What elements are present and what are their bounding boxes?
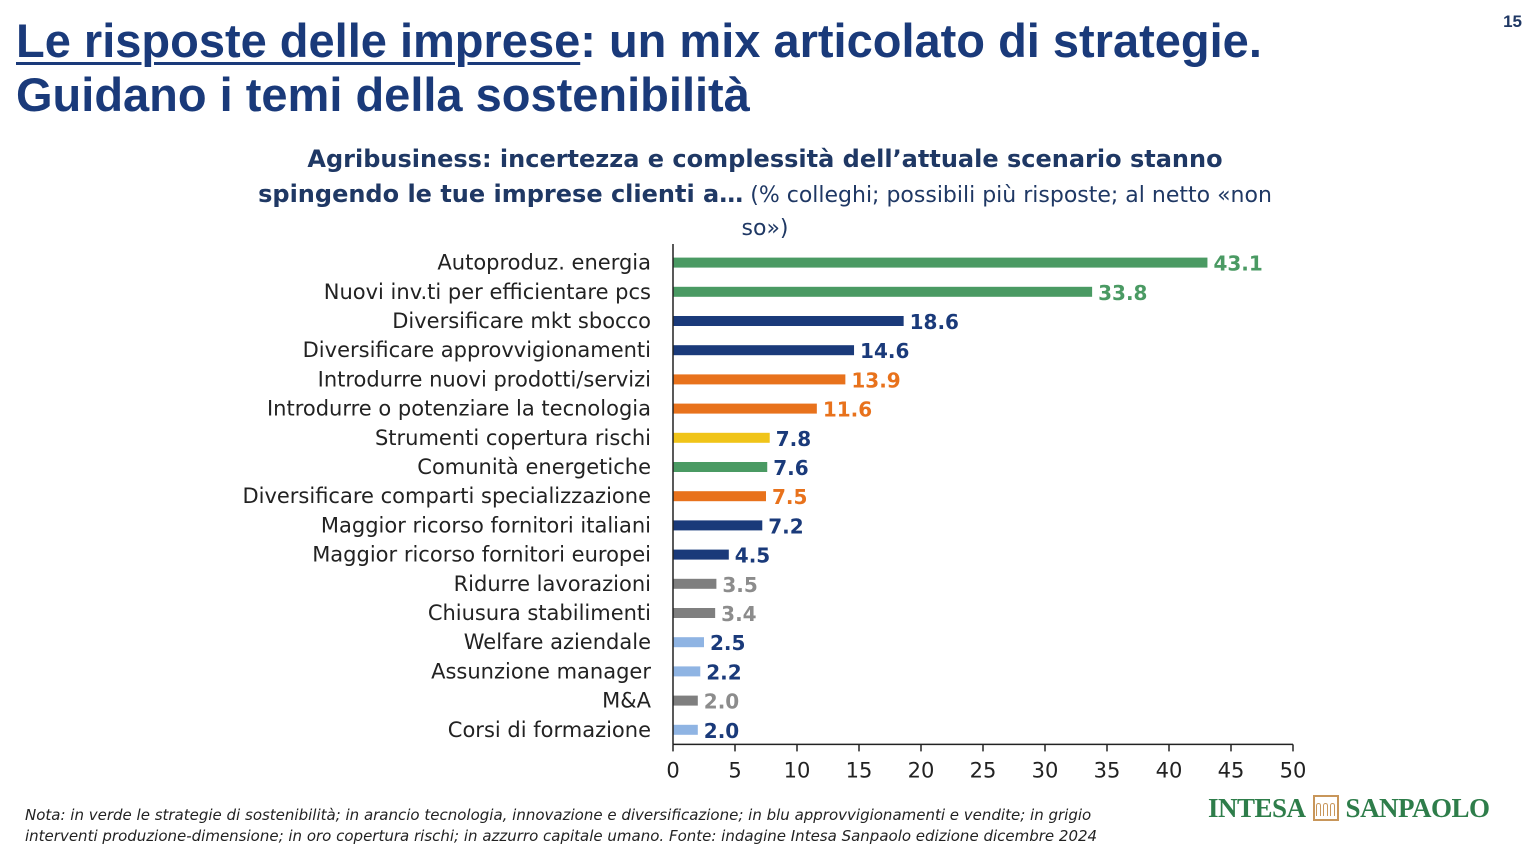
category-label: Maggior ricorso fornitori italiani <box>321 513 651 537</box>
title-line-2: Guidano i temi della sostenibilità <box>16 68 750 121</box>
bar <box>673 520 763 531</box>
logo-mark-icon <box>1312 795 1339 821</box>
data-label: 13.9 <box>851 368 900 392</box>
x-tick-label: 45 <box>1218 758 1245 782</box>
chart-heading-line-2: spingendo le tue imprese clienti a… <box>258 180 744 208</box>
category-label: Ridurre lavorazioni <box>454 572 651 596</box>
x-tick-label: 0 <box>666 758 679 782</box>
chart-heading-line-1: Agribusiness: incertezza e complessità d… <box>307 145 1223 173</box>
data-label: 2.5 <box>710 631 745 655</box>
footnote-line-1: Nota: in verde le strategie di sostenibi… <box>25 806 1092 824</box>
data-label: 2.2 <box>706 660 741 684</box>
bar <box>673 462 768 472</box>
category-label: Chiusura stabilimenti <box>428 601 651 625</box>
data-label: 11.6 <box>823 398 872 422</box>
x-tick-label: 5 <box>728 758 741 782</box>
category-label: Diversificare mkt sbocco <box>392 309 651 333</box>
page-title: Le risposte delle imprese: un mix artico… <box>16 14 1476 122</box>
data-label: 3.4 <box>721 602 756 626</box>
chart-heading-note: (% colleghi; possibili più risposte; al … <box>743 183 1272 208</box>
bar <box>673 432 770 443</box>
bar <box>673 316 904 326</box>
data-label: 7.8 <box>776 427 811 451</box>
category-label: Diversificare approvvigionamenti <box>303 338 651 362</box>
x-tick-label: 30 <box>1032 758 1059 782</box>
logo-text-right: SANPAOLO <box>1345 792 1491 823</box>
page-number: 15 <box>1503 12 1522 31</box>
title-rest: : un mix articolato di strategie. <box>580 14 1262 67</box>
category-label: Autoproduz. energia <box>437 251 651 275</box>
data-label: 7.2 <box>768 514 803 538</box>
bar <box>673 374 846 385</box>
x-tick-label: 50 <box>1280 758 1307 782</box>
chart-heading-note-cont: so») <box>741 216 789 241</box>
bar <box>673 345 855 356</box>
x-tick-label: 10 <box>784 758 811 782</box>
footnote: Nota: in verde le strategie di sostenibi… <box>25 805 1195 847</box>
category-label: Strumenti copertura rischi <box>375 426 651 450</box>
bar <box>673 257 1208 268</box>
data-label: 2.0 <box>704 690 739 714</box>
bar <box>673 695 698 706</box>
bar <box>673 578 717 589</box>
category-label: Nuovi inv.ti per efficientare pcs <box>324 280 651 304</box>
data-label: 2.0 <box>704 719 739 743</box>
logo-text-left: INTESA <box>1208 792 1306 823</box>
bar <box>673 549 729 560</box>
category-label: M&A <box>602 689 651 713</box>
x-tick-label: 35 <box>1094 758 1121 782</box>
data-label: 4.5 <box>735 544 770 568</box>
bar <box>673 403 817 414</box>
bar <box>673 666 701 677</box>
x-tick-label: 40 <box>1156 758 1183 782</box>
category-label: Assunzione manager <box>431 659 651 683</box>
bar <box>673 286 1093 297</box>
category-label: Maggior ricorso fornitori europei <box>312 543 651 567</box>
x-tick-label: 15 <box>846 758 873 782</box>
bar <box>673 724 698 735</box>
bar-chart: Autoproduz. energia 43.1 Nuovi inv.ti per … <box>242 244 1307 782</box>
data-label: 43.1 <box>1213 252 1262 276</box>
category-label: Corsi di formazione <box>448 718 651 742</box>
data-label: 33.8 <box>1098 281 1147 305</box>
category-label: Introdurre o potenziare la tecnologia <box>267 397 651 421</box>
title-underlined-part: Le risposte delle imprese <box>16 14 581 67</box>
category-label: Welfare aziendale <box>464 630 651 654</box>
footnote-line-2: interventi produzione-dimensione; in oro… <box>25 827 1098 845</box>
category-label: Comunità energetiche <box>417 455 651 479</box>
chart-heading: Agribusiness: incertezza e complessità d… <box>200 143 1330 246</box>
data-label: 18.6 <box>910 310 959 334</box>
bar <box>673 608 716 618</box>
category-label: Introdurre nuovi prodotti/servizi <box>318 367 651 391</box>
category-label: Diversificare comparti specializzazione <box>242 484 651 508</box>
data-label: 7.6 <box>773 456 808 480</box>
data-label: 7.5 <box>772 485 807 509</box>
bar <box>673 637 704 648</box>
data-label: 14.6 <box>860 339 909 363</box>
data-label: 3.5 <box>722 573 757 597</box>
x-tick-label: 20 <box>908 758 935 782</box>
bar <box>673 491 766 502</box>
intesa-sanpaolo-logo: INTESA SANPAOLO <box>1208 789 1490 827</box>
x-tick-label: 25 <box>970 758 997 782</box>
